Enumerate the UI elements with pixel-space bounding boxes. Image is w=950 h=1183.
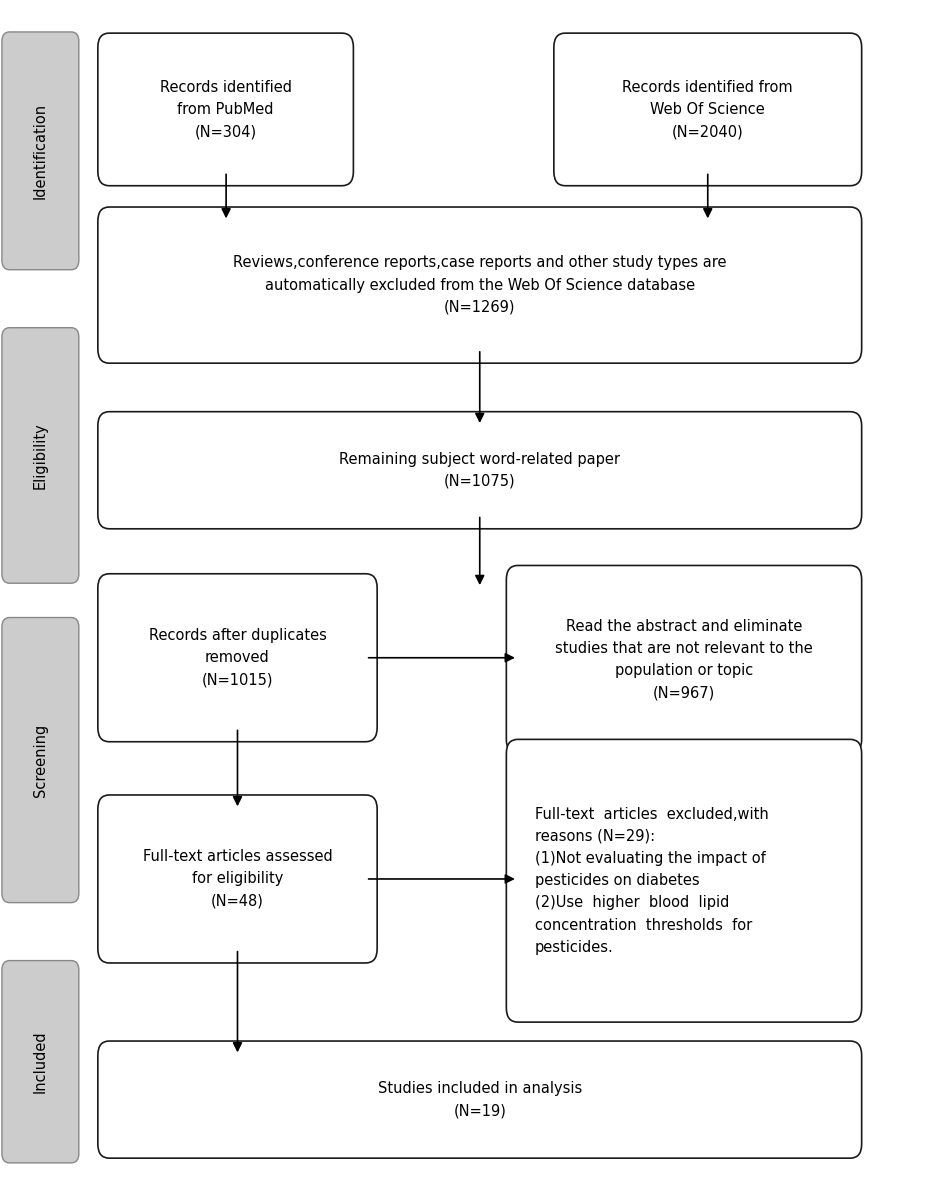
Text: Studies included in analysis
(N=19): Studies included in analysis (N=19)	[377, 1081, 581, 1118]
Text: Full-text  articles  excluded,with
reasons (N=29):
(1)Not evaluating the impact : Full-text articles excluded,with reasons…	[535, 807, 769, 955]
Text: Reviews,conference reports,case reports and other study types are
automatically : Reviews,conference reports,case reports …	[233, 256, 727, 315]
Text: Included: Included	[33, 1030, 48, 1093]
FancyBboxPatch shape	[2, 32, 79, 270]
FancyBboxPatch shape	[506, 739, 862, 1022]
Text: Identification: Identification	[33, 103, 48, 199]
FancyBboxPatch shape	[98, 412, 862, 529]
FancyBboxPatch shape	[98, 795, 377, 963]
Text: Eligibility: Eligibility	[33, 422, 48, 489]
Text: Full-text articles assessed
for eligibility
(N=48): Full-text articles assessed for eligibil…	[142, 849, 332, 909]
FancyBboxPatch shape	[554, 33, 862, 186]
Text: Screening: Screening	[33, 724, 48, 796]
Text: Read the abstract and eliminate
studies that are not relevant to the
population : Read the abstract and eliminate studies …	[555, 619, 813, 700]
Text: Records identified from
Web Of Science
(N=2040): Records identified from Web Of Science (…	[622, 79, 793, 140]
FancyBboxPatch shape	[98, 574, 377, 742]
Text: Records identified
from PubMed
(N=304): Records identified from PubMed (N=304)	[160, 79, 292, 140]
FancyBboxPatch shape	[98, 1041, 862, 1158]
FancyBboxPatch shape	[98, 33, 353, 186]
Text: Remaining subject word-related paper
(N=1075): Remaining subject word-related paper (N=…	[339, 452, 620, 489]
FancyBboxPatch shape	[2, 328, 79, 583]
Text: Records after duplicates
removed
(N=1015): Records after duplicates removed (N=1015…	[148, 628, 327, 687]
FancyBboxPatch shape	[2, 618, 79, 903]
FancyBboxPatch shape	[98, 207, 862, 363]
FancyBboxPatch shape	[506, 565, 862, 754]
FancyBboxPatch shape	[2, 961, 79, 1163]
